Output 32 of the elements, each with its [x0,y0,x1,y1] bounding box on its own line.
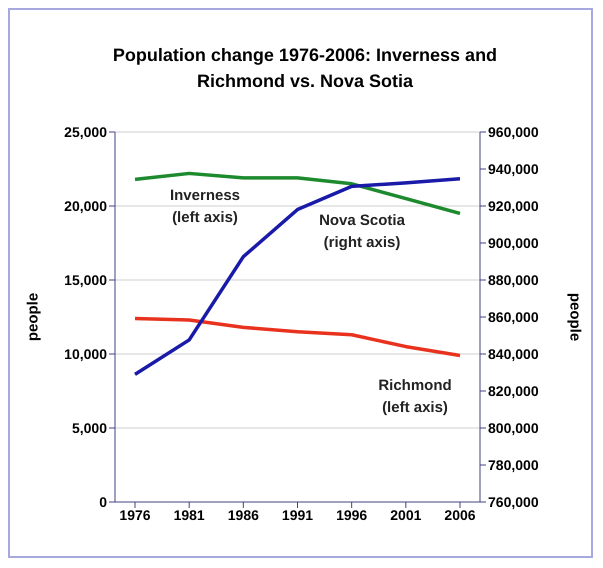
y2-tick-label: 900,000 [488,234,539,251]
series-label: Richmond (left axis) [377,376,453,418]
y2-tick-label: 820,000 [488,382,539,399]
y2-tick-label: 960,000 [488,124,539,140]
y2-tick-label: 880,000 [488,272,539,288]
x-tick-label: 1996 [336,506,368,523]
y-tick-label: 25,000 [64,124,108,140]
y-tick-label: 20,000 [64,198,108,214]
y2-tick-label: 780,000 [488,456,539,473]
y2-tick-label: 920,000 [488,198,539,214]
line-series [133,316,462,358]
x-tick-label: 1986 [228,506,260,523]
series-label: Inverness (left axis) [168,186,242,228]
x-tick-label: 1976 [119,506,151,523]
y2-tick-label: 940,000 [488,160,539,177]
x-tick-label: 2006 [444,506,476,523]
y2-tick-label: 840,000 [488,346,539,362]
y-tick-label: 5,000 [72,420,108,436]
y2-tick-label: 800,000 [488,420,539,436]
x-tick-label: 2001 [390,506,422,523]
y-tick-label: 0 [99,494,108,510]
y2-tick-label: 760,000 [488,494,539,510]
x-tick-label: 1991 [282,506,314,523]
y2-axis-title: people [566,292,584,342]
y-tick-label: 10,000 [64,346,108,362]
chart-title: Population change 1976-2006: Inverness and Richmond vs. Nova Sotia [112,44,498,93]
x-tick-label: 1981 [174,506,205,523]
y-axis-title: people [24,292,42,342]
series-label: Nova Scotia (right axis) [318,211,406,253]
line-series [133,177,462,376]
y2-tick-label: 860,000 [488,308,539,325]
y-tick-label: 15,000 [64,272,108,288]
